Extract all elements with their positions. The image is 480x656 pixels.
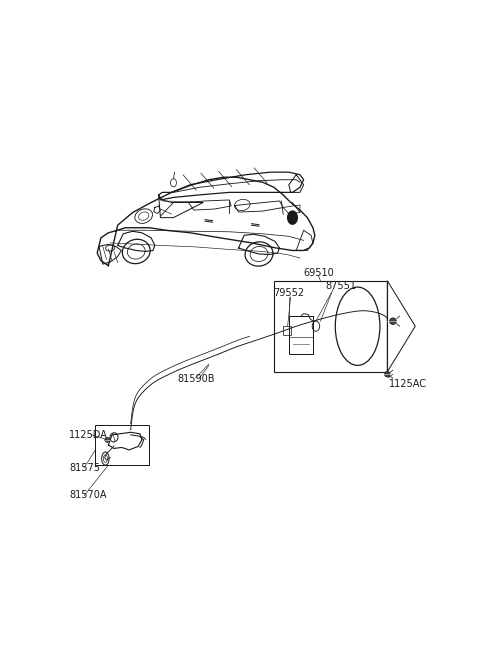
Bar bbox=[96, 424, 149, 465]
Text: 79552: 79552 bbox=[273, 289, 304, 298]
Circle shape bbox=[288, 211, 297, 224]
Text: 81575: 81575 bbox=[69, 462, 100, 473]
Text: 87551: 87551 bbox=[325, 281, 356, 291]
Text: 69510: 69510 bbox=[303, 268, 334, 278]
Bar bbox=[274, 281, 387, 372]
Text: 81570A: 81570A bbox=[69, 491, 107, 501]
Bar bbox=[283, 326, 291, 335]
Text: 81590B: 81590B bbox=[177, 375, 215, 384]
Text: 1125AC: 1125AC bbox=[389, 379, 427, 389]
Ellipse shape bbox=[390, 318, 396, 325]
Ellipse shape bbox=[105, 438, 109, 442]
Text: 1125DA: 1125DA bbox=[69, 430, 108, 440]
Bar bbox=[289, 316, 313, 354]
Ellipse shape bbox=[384, 371, 390, 377]
